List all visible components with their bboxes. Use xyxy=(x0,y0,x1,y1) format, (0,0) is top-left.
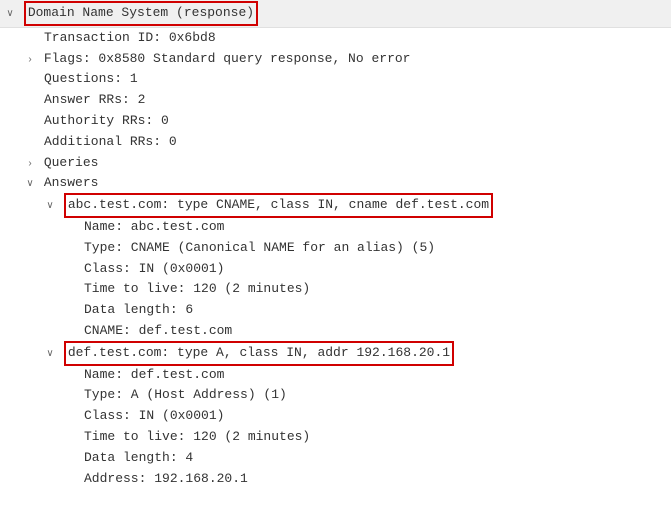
answer1-cname[interactable]: CNAME: def.test.com xyxy=(0,321,671,342)
chevron-right-icon[interactable]: › xyxy=(24,156,36,172)
answer1-ttl[interactable]: Time to live: 120 (2 minutes) xyxy=(0,279,671,300)
answer1-summary: abc.test.com: type CNAME, class IN, cnam… xyxy=(68,197,489,212)
field-transaction-id[interactable]: Transaction ID: 0x6bd8 xyxy=(0,28,671,49)
field-authority-rrs[interactable]: Authority RRs: 0 xyxy=(0,111,671,132)
field-flags[interactable]: › Flags: 0x8580 Standard query response,… xyxy=(0,49,671,70)
field-additional-rrs[interactable]: Additional RRs: 0 xyxy=(0,132,671,153)
answer1-name[interactable]: Name: abc.test.com xyxy=(0,217,671,238)
answer2-class[interactable]: Class: IN (0x0001) xyxy=(0,406,671,427)
answer1-class[interactable]: Class: IN (0x0001) xyxy=(0,259,671,280)
chevron-down-icon[interactable]: ∨ xyxy=(44,346,56,362)
node-queries[interactable]: › Queries xyxy=(0,153,671,174)
dns-title: Domain Name System (response) xyxy=(28,5,254,20)
answer2-data-length[interactable]: Data length: 4 xyxy=(0,448,671,469)
chevron-down-icon[interactable]: ∨ xyxy=(24,176,36,192)
answer1-highlight: abc.test.com: type CNAME, class IN, cnam… xyxy=(64,193,493,218)
field-questions[interactable]: Questions: 1 xyxy=(0,69,671,90)
answer2-name[interactable]: Name: def.test.com xyxy=(0,365,671,386)
chevron-right-icon[interactable]: › xyxy=(24,52,36,68)
section-header[interactable]: ∨ Domain Name System (response) xyxy=(0,0,671,28)
answer1-data-length[interactable]: Data length: 6 xyxy=(0,300,671,321)
node-answers[interactable]: ∨ Answers xyxy=(0,173,671,194)
dns-title-highlight: Domain Name System (response) xyxy=(24,1,258,26)
answer2-ttl[interactable]: Time to live: 120 (2 minutes) xyxy=(0,427,671,448)
chevron-down-icon[interactable]: ∨ xyxy=(4,6,16,22)
answer2-highlight: def.test.com: type A, class IN, addr 192… xyxy=(64,341,454,366)
answer1-summary-row[interactable]: ∨ abc.test.com: type CNAME, class IN, cn… xyxy=(0,194,671,217)
field-answer-rrs[interactable]: Answer RRs: 2 xyxy=(0,90,671,111)
answer2-summary: def.test.com: type A, class IN, addr 192… xyxy=(68,345,450,360)
answer2-summary-row[interactable]: ∨ def.test.com: type A, class IN, addr 1… xyxy=(0,342,671,365)
chevron-down-icon[interactable]: ∨ xyxy=(44,198,56,214)
answer1-type[interactable]: Type: CNAME (Canonical NAME for an alias… xyxy=(0,238,671,259)
answer2-address[interactable]: Address: 192.168.20.1 xyxy=(0,469,671,490)
answer2-type[interactable]: Type: A (Host Address) (1) xyxy=(0,385,671,406)
